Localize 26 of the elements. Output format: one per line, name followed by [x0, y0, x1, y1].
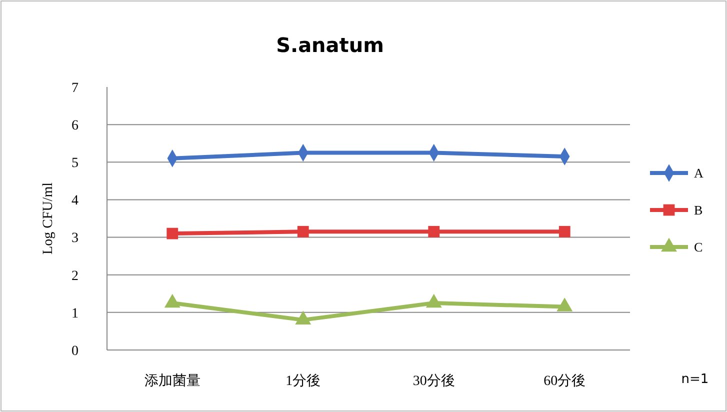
y-tick-label: 2 — [72, 268, 78, 284]
legend-label: A — [694, 166, 704, 181]
x-tick-label: 添加菌量 — [144, 373, 200, 389]
point — [297, 226, 309, 238]
y-tick-label: 1 — [72, 306, 78, 322]
chart-title: S.anatum — [276, 33, 384, 57]
y-tick-label: 3 — [72, 231, 78, 246]
point — [556, 298, 573, 312]
point — [428, 226, 440, 238]
x-tick-label: 30分後 — [412, 373, 455, 389]
y-tick-label: 4 — [72, 194, 78, 209]
y-tick-label: 6 — [72, 118, 78, 134]
text: n=1 — [681, 372, 709, 387]
y-axis-title: Log CFU/ml — [41, 182, 56, 254]
y-tick-label: 0 — [72, 344, 78, 359]
point — [426, 294, 442, 308]
x-tick-label: 60分後 — [544, 373, 586, 389]
point — [164, 294, 180, 308]
legend-label: B — [694, 202, 703, 218]
y-tick-label: 7 — [72, 80, 78, 96]
y-tick-label: 5 — [72, 156, 78, 172]
point — [166, 228, 178, 240]
x-tick-label: 1分後 — [286, 373, 321, 389]
point — [295, 310, 312, 325]
point — [558, 226, 570, 238]
legend-label: C — [694, 240, 703, 255]
